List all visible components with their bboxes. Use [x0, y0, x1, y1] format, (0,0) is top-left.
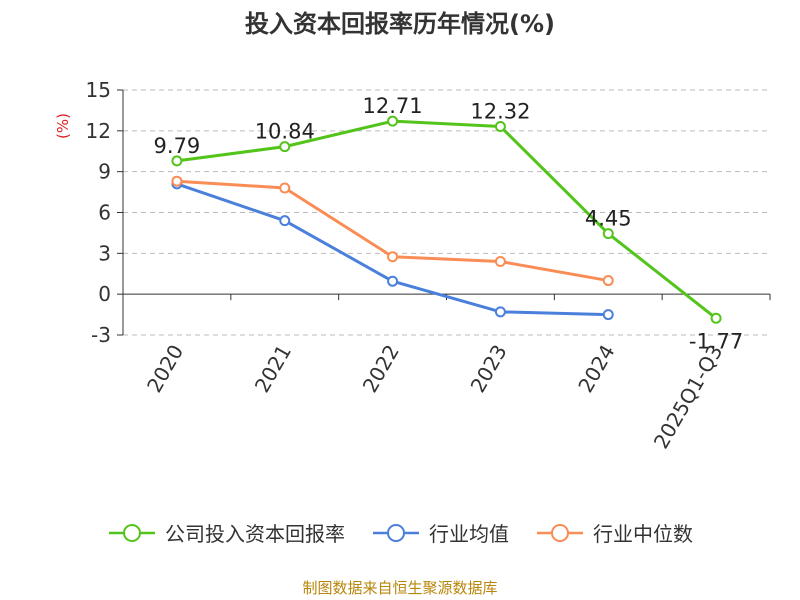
data-labels: 9.79 10.84 12.71 12.32 4.45 -1.77	[154, 94, 744, 353]
x-tick-label: 2024	[573, 341, 619, 397]
x-tick-label: 2021	[250, 341, 296, 397]
legend-swatch	[373, 523, 419, 542]
series-line	[176, 119, 718, 320]
data-point	[494, 306, 506, 318]
legend-swatch-marker	[551, 523, 569, 542]
y-axis-label: (%)	[54, 113, 72, 139]
data-point	[602, 309, 614, 321]
data-point	[710, 312, 722, 324]
series-lines	[171, 115, 722, 324]
y-tick-label: -3	[91, 323, 111, 347]
data-point	[171, 155, 183, 167]
data-point	[279, 182, 291, 194]
data-label: 12.32	[470, 99, 530, 123]
y-tick-label: 15	[86, 78, 111, 102]
series-line	[176, 182, 609, 317]
legend-item[interactable]: 行业中位数	[535, 518, 693, 547]
y-tick-label: 3	[98, 241, 111, 265]
legend-swatch-marker	[123, 523, 141, 542]
legend-label: 公司投入资本回报率	[165, 522, 345, 546]
data-point	[387, 115, 399, 127]
legend-swatch	[537, 523, 583, 542]
source-note: 制图数据来自恒生聚源数据库	[302, 579, 498, 597]
legend-label: 行业均值	[429, 522, 509, 546]
data-point	[602, 228, 614, 240]
data-point	[494, 256, 506, 267]
legend-swatch	[109, 523, 155, 542]
chart-title: 投入资本回报率历年情况(%)	[245, 10, 555, 38]
data-label: 9.79	[154, 134, 201, 158]
y-tick-label: 9	[98, 160, 111, 184]
series-line	[176, 179, 609, 283]
x-tick-label: 2025Q1-Q3	[649, 341, 728, 453]
x-tick-label: 2022	[358, 341, 404, 397]
legend-label: 行业中位数	[593, 522, 693, 546]
x-tick-label: 2023	[466, 340, 512, 396]
data-label: 4.45	[585, 207, 632, 231]
data-point	[494, 120, 506, 132]
x-tick-label: 2020	[142, 341, 188, 397]
y-tick-label: 0	[98, 282, 111, 306]
legend-item[interactable]: 行业均值	[371, 518, 509, 547]
data-point	[279, 141, 291, 153]
y-tick-label: 12	[86, 119, 111, 143]
data-point	[602, 275, 614, 287]
data-label: 10.84	[255, 120, 315, 144]
data-point	[171, 175, 183, 187]
data-label: 12.71	[363, 94, 423, 118]
data-point	[279, 215, 291, 227]
legend-swatch-marker	[387, 523, 405, 542]
data-point	[387, 275, 399, 287]
legend: 公司投入资本回报率 行业均值 行业中位数	[0, 518, 800, 547]
legend-item[interactable]: 公司投入资本回报率	[107, 518, 345, 547]
data-label: -1.77	[689, 329, 743, 353]
y-tick-label: 6	[98, 201, 111, 225]
data-point	[387, 251, 399, 263]
